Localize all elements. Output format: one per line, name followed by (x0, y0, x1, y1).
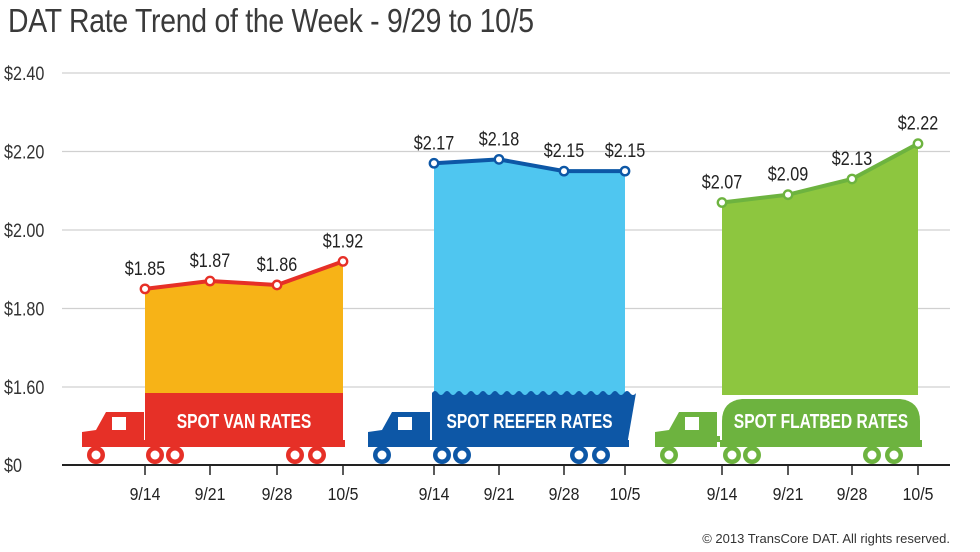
wheel-hub (747, 450, 757, 460)
data-point (619, 165, 631, 177)
x-tick-label: 9/28 (549, 484, 580, 504)
truck-cab (368, 412, 610, 464)
baseline: 9/14 9/21 9/28 10/5 9/14 9/21 9/28 10/5 9/14 9/21… (62, 464, 950, 504)
x-tick-label: 9/21 (773, 484, 804, 504)
wheel-hub (664, 450, 674, 460)
data-label: $1.92 (323, 230, 363, 252)
series-label: SPOT FLATBED RATES (734, 410, 908, 432)
series-label: SPOT VAN RATES (177, 410, 312, 432)
wheel-hub (290, 450, 300, 460)
x-tick-label: 9/21 (484, 484, 515, 504)
wheel-hub (889, 450, 899, 460)
cab-window (112, 417, 126, 430)
chart-title: DAT Rate Trend of the Week - 9/29 to 10/… (8, 2, 534, 39)
data-point (846, 173, 858, 185)
y-tick-label: $2.00 (4, 220, 45, 242)
data-point (716, 197, 728, 208)
wheel-hub (596, 450, 606, 460)
data-point (912, 138, 924, 150)
data-label: $2.15 (605, 140, 646, 162)
x-tick-label: 10/5 (328, 484, 359, 504)
data-point (493, 153, 505, 165)
copyright-notice: © 2013 TransCore DAT. All rights reserve… (702, 531, 950, 546)
area-fill (145, 261, 343, 395)
data-label: $2.17 (414, 132, 454, 154)
series-line (721, 141, 919, 205)
data-label: $2.18 (479, 128, 520, 150)
data-label: $2.09 (768, 163, 808, 185)
data-label: $1.87 (190, 250, 230, 272)
data-point (337, 255, 349, 267)
wheel-hub (377, 450, 387, 460)
area-fill (722, 143, 918, 395)
wheel-hub (574, 450, 584, 460)
cab-window (685, 417, 699, 430)
x-tick-label: 9/14 (707, 484, 738, 504)
y-tick-label: $2.20 (4, 141, 45, 163)
data-point (558, 165, 570, 177)
data-point (139, 283, 151, 295)
wheel-hub (457, 450, 467, 460)
series-line (144, 259, 344, 291)
rate-group: SPOT VAN RATES $1.85 $1.87 $1.86 $1.92 (82, 230, 363, 464)
wheel-hub (312, 450, 322, 460)
data-label: $1.86 (257, 254, 298, 276)
series-line (433, 157, 625, 174)
x-tick-label: 9/21 (195, 484, 226, 504)
y-tick-label: $0 (4, 455, 22, 477)
x-tick-label: 9/14 (419, 484, 450, 504)
wheel-hub (437, 450, 447, 460)
banner (145, 393, 343, 445)
wheel-hub (170, 450, 180, 460)
series-label: SPOT REEFER RATES (446, 410, 612, 432)
truck-cab (655, 412, 903, 464)
y-tick-label: $1.80 (4, 298, 45, 320)
data-label: $1.85 (125, 258, 166, 280)
data-point (271, 279, 283, 291)
x-tick-label: 10/5 (903, 484, 934, 504)
hitch (717, 436, 720, 442)
rate-group: SPOT FLATBED RATES $2.07 $2.09 $2.13 $2.22 (655, 112, 938, 464)
wheel-hub (91, 450, 101, 460)
y-tick-label: $1.60 (4, 377, 45, 399)
y-tick-label: $2.40 (4, 63, 45, 85)
data-label: $2.22 (898, 112, 938, 134)
area-fill (434, 159, 625, 395)
data-point (204, 275, 216, 287)
x-tick-label: 9/14 (130, 484, 161, 504)
x-tick-label: 9/28 (262, 484, 293, 504)
cab-window (398, 417, 412, 430)
wheel-hub (867, 450, 877, 460)
banner (432, 391, 636, 445)
data-label: $2.07 (702, 171, 742, 193)
truck-cab (82, 412, 326, 464)
trailer-floor (720, 440, 922, 447)
data-label: $2.13 (832, 148, 873, 170)
data-point (428, 157, 440, 169)
data-label: $2.15 (544, 140, 585, 162)
y-axis-labels: $0 $1.60 $1.80 $2.00 $2.20 $2.40 (4, 63, 45, 477)
trailer-floor (143, 440, 345, 447)
trailer-floor (430, 440, 629, 447)
x-tick-label: 10/5 (610, 484, 641, 504)
data-point (782, 189, 794, 201)
wheel-hub (150, 450, 160, 460)
x-tick-label: 9/28 (837, 484, 868, 504)
wheel-hub (727, 450, 737, 460)
banner (722, 399, 920, 440)
rate-group: SPOT REEFER RATES $2.17 $2.18 $2.15 $2.15 (368, 128, 645, 464)
